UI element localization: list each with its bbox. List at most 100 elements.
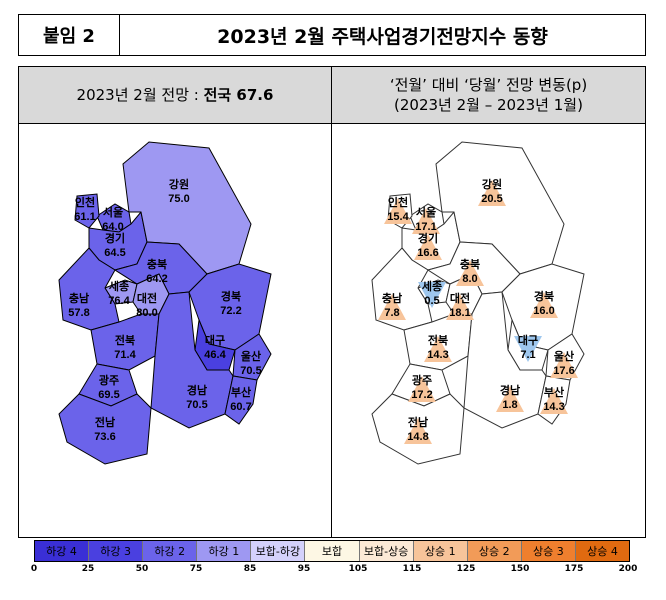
legend-cell: 하강 3: [89, 541, 144, 561]
region-name: 전남: [95, 415, 115, 429]
region-index: 57.8: [68, 307, 89, 319]
region-change: 17.1: [415, 221, 436, 233]
region-index: 69.5: [98, 389, 119, 401]
region-name: 경기: [105, 231, 125, 245]
region-name: 전북: [428, 333, 448, 347]
legend-tick: 115: [402, 564, 422, 574]
region-change: 8.0: [462, 273, 477, 285]
legend-ticks: 0 25 50 75 85 95 105 115 125 150 175 200: [30, 564, 638, 578]
region-change: 20.5: [481, 193, 502, 205]
region-11: [232, 333, 272, 381]
region-change: 17.2: [411, 389, 432, 401]
up-triangle: [378, 294, 406, 320]
legend-cell: 상승 1: [413, 541, 468, 561]
title-bar: 붙임 2 2023년 2월 주택사업경기전망지수 동향: [18, 14, 646, 56]
region-name: 대전: [137, 291, 157, 305]
region-change: 1.8: [502, 399, 517, 411]
region-name: 인천: [388, 195, 408, 209]
region-7: [58, 247, 120, 331]
region-name: 대구: [518, 333, 538, 347]
region-name: 경북: [221, 289, 241, 303]
region-name: 경북: [534, 289, 554, 303]
region-name: 강원: [482, 177, 502, 191]
right-heading-line2: (2023년 2월 – 2023년 1월): [394, 96, 583, 114]
region-change: 14.3: [543, 401, 564, 413]
up-triangle: [414, 234, 442, 260]
legend-tick: 25: [81, 564, 95, 574]
up-triangle: [496, 386, 524, 412]
left-panel: 2023년 2월 전망 : 전국 67.6 서울 64.0 인천 61.1 경기 64.5…: [19, 67, 332, 537]
legend-cell: 보합: [305, 541, 360, 561]
region-name: 대전: [450, 291, 470, 305]
region-index: 64.0: [102, 221, 123, 233]
right-heading-line1: ‘전월’ 대비 ‘당월’ 전망 변동(p): [389, 76, 588, 94]
region-index: 73.6: [94, 431, 115, 443]
up-triangle: [540, 388, 568, 414]
region-name: 광주: [412, 374, 432, 387]
right-panel: ‘전월’ 대비 ‘당월’ 전망 변동(p) (2023년 2월 – 2023년 …: [332, 67, 645, 537]
down-triangle: [418, 282, 446, 308]
region-name: 서울: [103, 205, 123, 219]
region-change: 14.8: [407, 431, 428, 443]
region-change: 7.8: [384, 307, 399, 319]
region-name: 서울: [416, 205, 436, 219]
legend-cell: 하강 2: [143, 541, 198, 561]
legend-tick: 150: [510, 564, 530, 574]
region-index: 71.4: [114, 349, 136, 361]
region-name: 충남: [382, 291, 402, 305]
national-index: 전국 67.6: [203, 86, 274, 104]
region-index: 76.4: [108, 295, 130, 307]
up-triangle: [408, 376, 436, 402]
attachment-badge: 붙임 2: [19, 15, 120, 55]
region-name: 전북: [115, 333, 135, 347]
region-1: [74, 193, 100, 229]
region-name: 강원: [169, 177, 189, 191]
region-index: 64.5: [104, 247, 125, 259]
up-triangle: [412, 208, 440, 234]
up-triangle: [404, 418, 432, 444]
region-name: 인천: [75, 195, 95, 209]
region-change: 0.5: [424, 295, 439, 307]
down-triangle: [514, 336, 542, 362]
region-name: 울산: [241, 349, 261, 363]
up-triangle: [478, 180, 506, 206]
region-change: 16.6: [417, 247, 438, 259]
legend-tick: 125: [456, 564, 476, 574]
region-index: 60.7: [230, 401, 251, 413]
legend-tick: 85: [243, 564, 257, 574]
region-15: [58, 393, 152, 465]
region-name: 울산: [554, 349, 574, 363]
region-name: 충북: [147, 257, 167, 271]
up-triangle: [424, 336, 452, 362]
left-heading-prefix: 2023년 2월 전망 :: [76, 86, 204, 104]
region-name: 부산: [544, 385, 564, 399]
region-index: 72.2: [220, 305, 241, 317]
up-triangle: [384, 198, 412, 224]
region-name: 충북: [460, 257, 480, 271]
region-change: 14.3: [427, 349, 448, 361]
region-change: 16.0: [533, 305, 554, 317]
left-panel-heading: 2023년 2월 전망 : 전국 67.6: [19, 67, 331, 124]
region-name: 경남: [187, 383, 207, 397]
region-name: 세종: [109, 279, 129, 293]
region-change: 15.4: [387, 211, 409, 223]
change-map: 서울 17.1 인천 15.4 경기 16.6 강원 20.5 충북 8.0 세종 0.5 대전 18.1…: [371, 141, 585, 465]
region-change: 18.1: [449, 307, 470, 319]
region-index: 80.0: [136, 307, 157, 319]
legend-tick: 105: [348, 564, 368, 574]
legend-tick: 200: [618, 564, 638, 574]
legend-tick: 95: [297, 564, 311, 574]
legend-bar: 하강 4 하강 3 하강 2 하강 1 보합-하강 보합 보합-상승 상승 1 상승 2 상승 3…: [34, 540, 630, 562]
legend-tick: 75: [189, 564, 203, 574]
map-panels: 2023년 2월 전망 : 전국 67.6 서울 64.0 인천 61.1 경기 64.5…: [18, 66, 646, 538]
legend-tick: 0: [30, 564, 38, 574]
region-name: 대구: [205, 333, 225, 347]
page-title: 2023년 2월 주택사업경기전망지수 동향: [217, 25, 548, 48]
region-name: 전남: [408, 415, 428, 429]
region-index: 70.5: [240, 365, 261, 377]
region-name: 부산: [231, 385, 251, 399]
region-name: 경기: [418, 231, 438, 245]
region-name: 경남: [500, 383, 520, 397]
legend-cell: 보합-상승: [359, 541, 414, 561]
legend-cell: 상승 3: [521, 541, 576, 561]
